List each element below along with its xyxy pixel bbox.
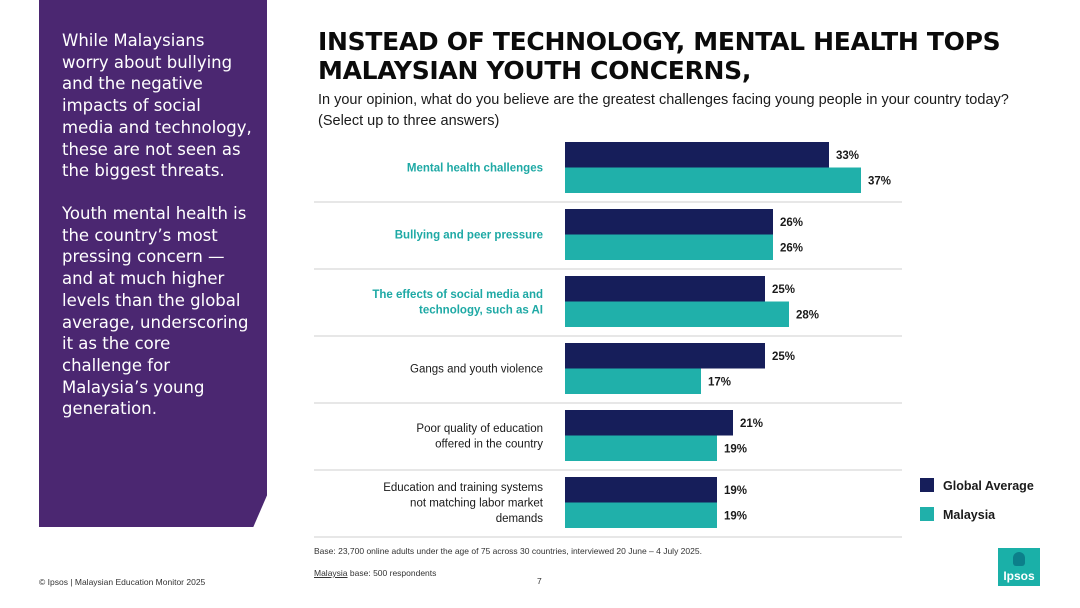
value-label: 25% bbox=[772, 284, 795, 296]
bar-global-average bbox=[565, 477, 717, 503]
value-label: 25% bbox=[772, 351, 795, 363]
value-labels: 33% 37% 26% 26% 25% 28% 25% 17% 21% 19% 19% 19% bbox=[708, 150, 891, 523]
chart-bars bbox=[565, 142, 861, 528]
category-label-line: Gangs and youth violence bbox=[410, 364, 543, 376]
category-labels: Mental health challenges Bullying and pee… bbox=[372, 163, 543, 526]
category-label: Bullying and peer pressure bbox=[395, 230, 543, 242]
value-label: 26% bbox=[780, 217, 803, 229]
page-title: INSTEAD OF TECHNOLOGY, MENTAL HEALTH TOP… bbox=[318, 27, 1001, 85]
bar-malaysia bbox=[565, 167, 861, 193]
category-label: Gangs and youth violence bbox=[410, 364, 543, 376]
category-label-line: demands bbox=[496, 513, 544, 525]
bar-malaysia bbox=[565, 368, 701, 394]
category-label-line: offered in the country bbox=[435, 438, 543, 450]
page-number: 7 bbox=[537, 576, 542, 586]
bar-global-average bbox=[565, 209, 773, 235]
value-label: 33% bbox=[836, 150, 859, 162]
value-label: 26% bbox=[780, 242, 803, 254]
ipsos-logo: Ipsos bbox=[998, 548, 1040, 586]
category-label-line: technology, such as AI bbox=[419, 304, 543, 316]
bar-malaysia bbox=[565, 502, 717, 528]
bar-global-average bbox=[565, 410, 733, 436]
bar-malaysia bbox=[565, 301, 789, 327]
value-label: 17% bbox=[708, 376, 731, 388]
side-paragraph-2: Youth mental health is the country’s mos… bbox=[62, 204, 249, 419]
category-label: Education and training systems not matchi… bbox=[383, 482, 544, 525]
value-label: 37% bbox=[868, 175, 891, 187]
category-label-line: Bullying and peer pressure bbox=[395, 230, 543, 242]
side-panel bbox=[39, 0, 267, 527]
bar-global-average bbox=[565, 343, 765, 369]
category-label: Poor quality of education offered in the … bbox=[416, 423, 543, 451]
value-label: 19% bbox=[724, 510, 747, 522]
value-label: 28% bbox=[796, 309, 819, 321]
category-label-line: Education and training systems bbox=[383, 482, 543, 494]
legend-swatch bbox=[920, 507, 934, 521]
category-label: The effects of social media and technolog… bbox=[372, 289, 543, 317]
copyright: © Ipsos | Malaysian Education Monitor 20… bbox=[39, 577, 206, 587]
survey-question: In your opinion, what do you believe are… bbox=[318, 92, 1009, 129]
legend-swatch bbox=[920, 478, 934, 492]
value-label: 19% bbox=[724, 443, 747, 455]
malaysia-base-note: Malaysia base: 500 respondents bbox=[314, 568, 436, 578]
chart-separators bbox=[314, 201, 902, 538]
bar-global-average bbox=[565, 142, 829, 168]
category-label-line: Mental health challenges bbox=[407, 163, 543, 175]
logo-mark-icon bbox=[1013, 552, 1025, 566]
legend-label: Global Average bbox=[943, 479, 1034, 493]
value-label: 21% bbox=[740, 418, 763, 430]
category-label-line: The effects of social media and bbox=[372, 289, 543, 301]
bar-malaysia bbox=[565, 435, 717, 461]
value-label: 19% bbox=[724, 485, 747, 497]
side-paragraph-1: While Malaysians worry about bullying an… bbox=[62, 31, 252, 181]
bar-global-average bbox=[565, 276, 765, 302]
malaysia-base-text: base: 500 respondents bbox=[347, 568, 437, 578]
base-note: Base: 23,700 online adults under the age… bbox=[314, 546, 702, 556]
category-label-line: Poor quality of education bbox=[416, 423, 543, 435]
category-label-line: not matching labor market bbox=[410, 498, 544, 510]
malaysia-base-label: Malaysia bbox=[314, 568, 348, 578]
logo-text: Ipsos bbox=[1003, 569, 1035, 583]
bar-malaysia bbox=[565, 234, 773, 260]
legend-label: Malaysia bbox=[943, 508, 996, 522]
category-label: Mental health challenges bbox=[407, 163, 543, 175]
chart-legend: Global Average Malaysia bbox=[920, 478, 1034, 522]
